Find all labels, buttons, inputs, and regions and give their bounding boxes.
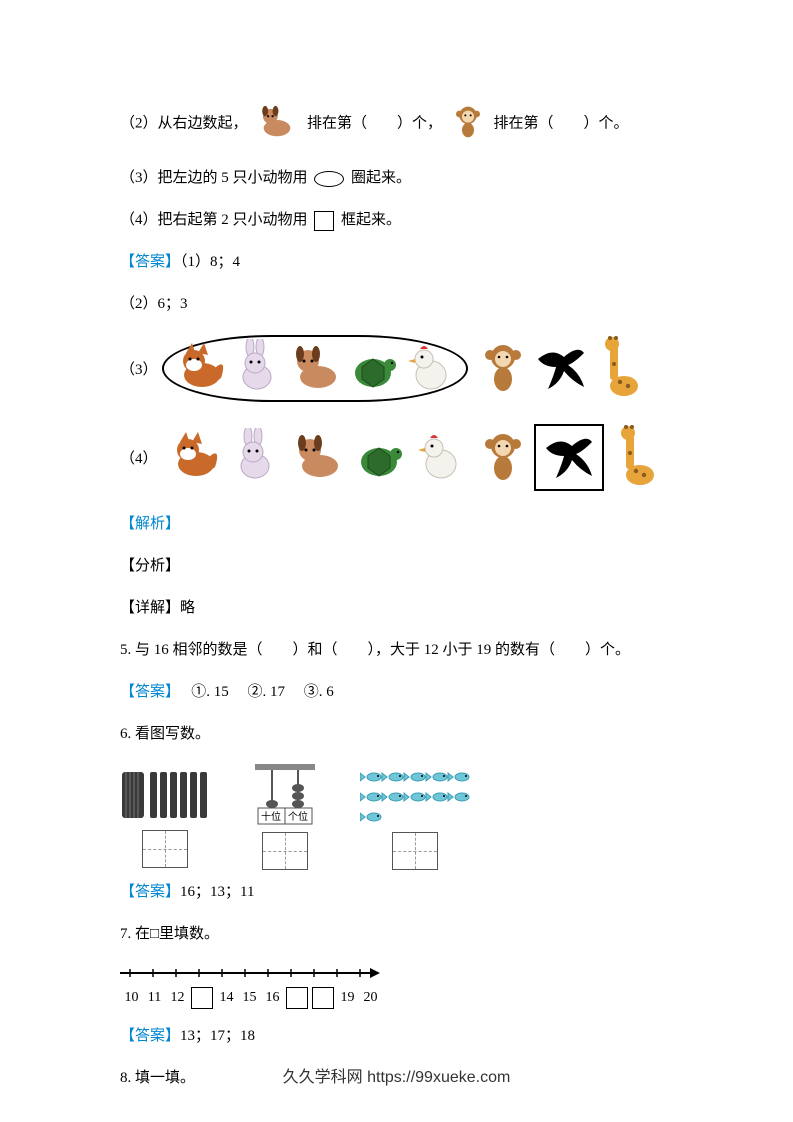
dog-icon [255,100,299,148]
answer-5-text: ①. 15 ②. 17 ③. 6 [173,684,334,700]
row4-animals [162,423,666,492]
giraffe-icon [592,334,646,403]
question-6: 6. 看图写数。 [120,722,673,746]
tick-label: 20 [359,990,382,1006]
q4-prefix: （4）把右起第 2 只小动物用 [120,212,308,228]
row4-label: （4） [120,447,162,468]
row3-label: （3） [120,358,162,379]
q2-mid: 排在第（ ）个， [307,115,442,131]
giraffe-icon [608,423,662,492]
q6-fish [360,764,470,870]
q2-prefix: （2）从右边数起， [120,115,248,131]
page-footer: 久久学科网 https://99xueke.com [0,1063,793,1087]
write-box [142,830,188,868]
boxed-animal [534,424,604,491]
fish-icon [360,764,470,826]
page-content: （2）从右边数起， 排在第（ ）个， 排在第（ ）个。 （3）把左边的 5 只小… [0,0,793,1090]
monkey-icon [476,339,530,398]
answer-2: （2）6；3 [120,292,673,316]
question-4: （4）把右起第 2 只小动物用 框起来。 [120,208,673,232]
tick-label: 12 [166,990,189,1006]
dog-icon [290,428,344,487]
q3-suffix: 圈起来。 [351,170,411,186]
turtle-icon [352,428,406,487]
answer-6-text: 16；13；11 [180,884,254,900]
blank-box [312,987,334,1009]
rabbit-icon [230,339,284,398]
write-box [262,832,308,870]
q4-suffix: 框起来。 [341,212,401,228]
chicken-icon [414,428,468,487]
question-3: （3）把左边的 5 只小动物用 圈起来。 [120,166,673,190]
question-5: 5. 与 16 相邻的数是（ ）和（ ），大于 12 小于 19 的数有（ ）个… [120,638,673,662]
monkey-icon [450,100,486,148]
answer-5: 【答案】 ①. 15 ②. 17 ③. 6 [120,680,673,704]
tick-label: 10 [120,990,143,1006]
number-line: 101112 141516 1920 [120,964,673,1009]
tick-label: 11 [143,990,166,1006]
bundles-icon [120,764,210,824]
dog-icon [288,339,342,398]
number-line-arrow [120,964,380,982]
swallow-icon [534,339,588,398]
q2-suffix: 排在第（ ）个。 [494,115,629,131]
number-line-labels: 101112 141516 1920 [120,987,673,1009]
fox-icon [166,428,220,487]
q6-figures: 十位 个位 [120,764,673,870]
tick-label: 16 [261,990,284,1006]
oval-icon [314,171,344,187]
abacus-icon: 十位 个位 [250,764,320,826]
question-2: （2）从右边数起， 排在第（ ）个， 排在第（ ）个。 [120,100,673,148]
answer-6: 【答案】16；13；11 [120,880,673,904]
answer-7-text: 13；17；18 [180,1028,255,1044]
swallow-icon [542,428,596,487]
write-box [392,832,438,870]
answer-label: 【答案】 [120,684,173,700]
row3-rest [474,334,648,403]
answer-3-row: （3） [120,334,673,403]
detail-text: 【详解】略 [120,596,673,620]
svg-text:个位: 个位 [288,810,308,823]
monkey-icon [476,428,530,487]
answer-7: 【答案】13；17；18 [120,1024,673,1048]
question-7: 7. 在□里填数。 [120,922,673,946]
answer-4-row: （4） [120,423,673,492]
analysis-label: 【解析】 [120,512,673,536]
answer-label: 【答案】 [120,1028,180,1044]
answer-1-text: （1）8；4 [180,254,240,270]
tick-label: 19 [336,990,359,1006]
q6-bundles [120,764,210,868]
blank-box [286,987,308,1009]
chicken-icon [404,339,458,398]
square-icon [314,211,334,231]
fenxi-label: 【分析】 [120,554,673,578]
blank-box [191,987,213,1009]
svg-text:十位: 十位 [261,810,281,823]
fox-icon [172,339,226,398]
answer-1: 【答案】（1）8；4 [120,250,673,274]
q6-abacus: 十位 个位 [250,764,320,870]
tick-label: 14 [215,990,238,1006]
answer-2-text: （2）6；3 [120,296,188,312]
turtle-icon [346,339,400,398]
answer-label: 【答案】 [120,254,180,270]
q3-prefix: （3）把左边的 5 只小动物用 [120,170,308,186]
circled-group [162,335,468,402]
answer-label: 【答案】 [120,884,180,900]
tick-label: 15 [238,990,261,1006]
rabbit-icon [228,428,282,487]
